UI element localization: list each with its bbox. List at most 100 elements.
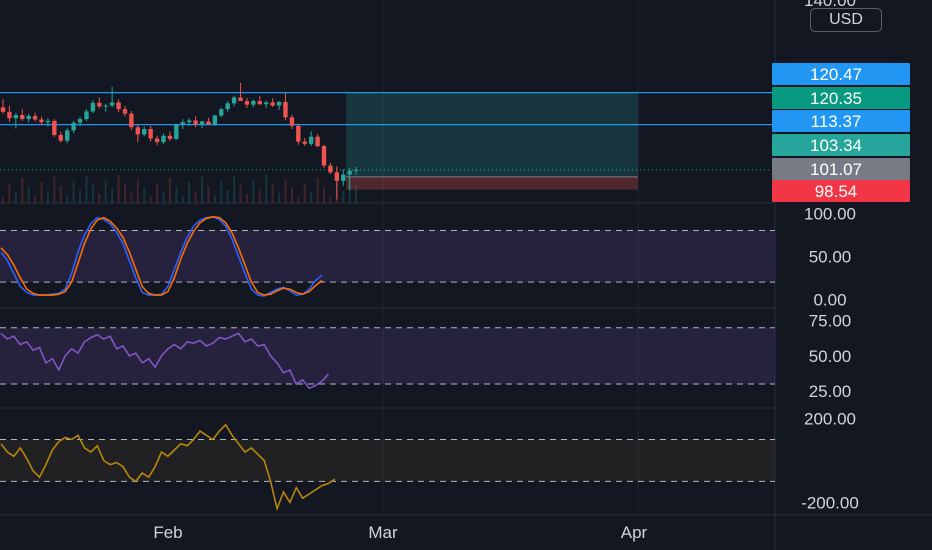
candle[interactable] — [308, 131, 314, 147]
candle[interactable] — [341, 169, 346, 186]
candle[interactable] — [116, 99, 121, 113]
candle[interactable] — [276, 101, 282, 111]
stop-zone[interactable] — [346, 176, 638, 190]
candle[interactable] — [148, 125, 153, 142]
currency-button[interactable]: USD — [810, 8, 882, 32]
volume-bar — [111, 189, 114, 203]
candle[interactable] — [84, 109, 89, 122]
candle[interactable] — [302, 138, 307, 146]
candle[interactable] — [251, 99, 256, 108]
candle[interactable] — [186, 118, 192, 126]
candle[interactable] — [154, 135, 160, 146]
target-zone[interactable] — [346, 92, 638, 177]
volume-bar — [40, 182, 43, 203]
candle[interactable] — [328, 162, 333, 175]
candle[interactable] — [129, 110, 134, 130]
candle[interactable] — [65, 128, 70, 144]
candle[interactable] — [244, 97, 250, 108]
candle[interactable] — [264, 100, 269, 109]
volume-bar — [91, 185, 94, 203]
volume-bar — [72, 181, 75, 203]
volume-bar — [175, 187, 178, 203]
candle[interactable] — [20, 109, 25, 121]
candle[interactable] — [347, 167, 352, 191]
y-tick-label: 50.00 — [809, 247, 852, 266]
candle[interactable] — [167, 131, 173, 141]
y-tick-label: 140.00 — [804, 0, 856, 10]
oscillator-band — [0, 327, 775, 385]
volume-bar — [207, 186, 210, 203]
candle[interactable] — [26, 113, 31, 123]
candle[interactable] — [193, 116, 198, 128]
candle[interactable] — [58, 131, 63, 143]
candle[interactable] — [174, 123, 179, 140]
candle[interactable] — [45, 118, 51, 127]
oscillator-line[interactable] — [0, 332, 329, 390]
volume-bar — [201, 177, 204, 203]
candle[interactable] — [212, 114, 218, 126]
candle[interactable] — [135, 124, 141, 143]
volume-bar — [79, 190, 82, 203]
volume-bar — [156, 183, 159, 203]
candle[interactable] — [90, 100, 96, 114]
candle[interactable] — [161, 133, 166, 145]
candle[interactable] — [321, 144, 327, 168]
candle[interactable] — [122, 106, 128, 117]
volume-bar — [104, 180, 107, 203]
candle[interactable] — [13, 112, 19, 129]
candle[interactable] — [206, 117, 211, 126]
svg-text:113.37: 113.37 — [811, 112, 862, 131]
candle[interactable] — [103, 103, 108, 112]
candle[interactable] — [283, 92, 288, 121]
stochastic-pane[interactable] — [0, 215, 775, 297]
volume-bar — [342, 191, 345, 203]
candle[interactable] — [257, 96, 262, 106]
candle[interactable] — [334, 166, 340, 200]
candle[interactable] — [32, 112, 38, 122]
candle[interactable] — [109, 86, 115, 108]
candle[interactable] — [77, 116, 83, 127]
horizontal-lines[interactable] — [0, 92, 775, 171]
candle[interactable] — [97, 97, 102, 109]
volume-bar — [252, 180, 255, 203]
x-tick-label: Feb — [153, 523, 182, 542]
candlesticks[interactable] — [0, 83, 359, 200]
svg-text:120.47: 120.47 — [810, 65, 862, 84]
candle[interactable] — [0, 99, 6, 114]
volume-bar — [323, 187, 325, 203]
volume-bar — [53, 177, 56, 203]
candle[interactable] — [71, 120, 76, 134]
price-axis[interactable]: 140.00 100.00 50.00 0.00 75.00 50.00 25.00 200.… — [801, 0, 859, 512]
y-tick-label: 25.00 — [809, 382, 852, 401]
candle[interactable] — [238, 83, 243, 102]
volume-bar — [316, 178, 319, 203]
volume-bar — [310, 192, 313, 203]
candle[interactable] — [296, 123, 301, 145]
candle[interactable] — [180, 119, 185, 130]
candle[interactable] — [353, 166, 359, 175]
candle[interactable] — [289, 114, 295, 130]
candle[interactable] — [219, 107, 224, 118]
time-axis[interactable]: Feb Mar Apr — [153, 523, 647, 542]
candle[interactable] — [270, 98, 275, 107]
candle[interactable] — [315, 134, 320, 148]
candle[interactable] — [7, 106, 12, 122]
volume-bar — [233, 176, 236, 203]
candle[interactable] — [52, 119, 57, 138]
rsi-pane[interactable] — [0, 327, 775, 390]
volume-bar — [220, 181, 223, 203]
oscillator-line[interactable] — [0, 423, 336, 512]
cci-pane[interactable] — [0, 423, 775, 512]
candle[interactable] — [199, 120, 205, 129]
candle[interactable] — [231, 95, 237, 107]
price-labels: 120.47 120.35 113.37 103.34 101.07 98.54 — [772, 63, 910, 202]
oscillator-line[interactable] — [0, 215, 323, 296]
candle[interactable] — [39, 116, 44, 125]
volume-bar — [297, 197, 300, 203]
volume-bar — [181, 196, 184, 203]
candle[interactable] — [142, 126, 147, 137]
long-position-tool[interactable] — [346, 92, 638, 190]
candle[interactable] — [225, 101, 230, 112]
volume-bar — [59, 186, 62, 203]
